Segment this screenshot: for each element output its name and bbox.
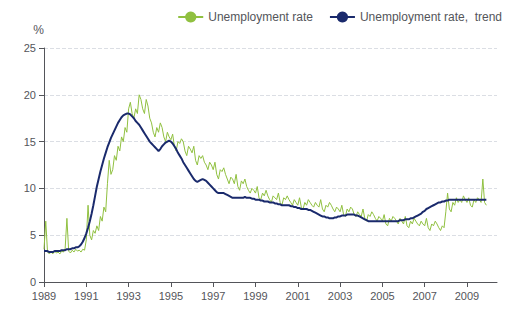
svg-text:25: 25: [24, 42, 36, 54]
svg-text:15: 15: [24, 136, 36, 148]
svg-text:Unemployment rate: Unemployment rate: [208, 10, 313, 24]
svg-text:1995: 1995: [159, 290, 183, 302]
svg-text:1993: 1993: [116, 290, 140, 302]
svg-text:1999: 1999: [243, 290, 267, 302]
svg-text:1989: 1989: [32, 290, 56, 302]
svg-text:2003: 2003: [328, 290, 352, 302]
svg-text:2009: 2009: [455, 290, 479, 302]
svg-text:20: 20: [24, 89, 36, 101]
svg-text:10: 10: [24, 182, 36, 194]
svg-text:1997: 1997: [201, 290, 225, 302]
svg-text:5: 5: [30, 229, 36, 241]
svg-text:%: %: [33, 23, 44, 37]
svg-text:2005: 2005: [370, 290, 394, 302]
svg-text:Unemployment rate, trend: Unemployment rate, trend: [360, 10, 502, 24]
svg-text:2007: 2007: [412, 290, 436, 302]
svg-text:1991: 1991: [74, 290, 98, 302]
svg-text:0: 0: [30, 276, 36, 288]
svg-text:2001: 2001: [286, 290, 310, 302]
